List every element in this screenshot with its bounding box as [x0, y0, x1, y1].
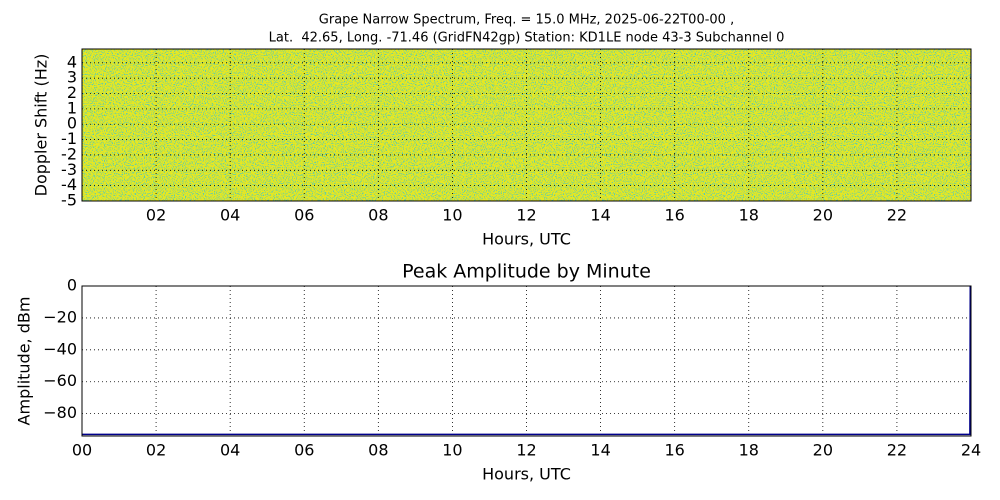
- x-tick-label: 02: [146, 441, 166, 460]
- x-tick-label: 22: [887, 206, 907, 225]
- x-tick-label: 20: [813, 206, 833, 225]
- y-tick-label: −80: [43, 403, 77, 422]
- y-tick-label: 2: [67, 83, 77, 102]
- x-tick-label: 08: [368, 206, 388, 225]
- y-tick-label: -5: [61, 191, 77, 210]
- y-tick-label: −40: [43, 339, 77, 358]
- x-tick-label: 22: [887, 441, 907, 460]
- x-axis-label: Hours, UTC: [482, 230, 571, 249]
- x-tick-label: 06: [294, 441, 314, 460]
- x-tick-label: 20: [813, 441, 833, 460]
- y-tick-label: −60: [43, 371, 77, 390]
- x-tick-label: 24: [961, 441, 981, 460]
- y-tick-label: -3: [61, 160, 77, 179]
- y-axis-label: Doppler Shift (Hz): [32, 54, 51, 197]
- x-tick-label: 18: [739, 441, 759, 460]
- x-tick-label: 10: [442, 206, 462, 225]
- x-tick-label: 14: [590, 441, 610, 460]
- chart-title: Grape Narrow Spectrum, Freq. = 15.0 MHz,…: [319, 13, 734, 28]
- x-tick-label: 14: [590, 206, 610, 225]
- plot-frame: [81, 285, 972, 437]
- y-tick-label: -4: [61, 175, 77, 194]
- x-tick-label: 18: [739, 206, 759, 225]
- x-tick-label: 04: [220, 441, 240, 460]
- y-tick-label: 3: [67, 68, 77, 87]
- y-tick-label: 0: [67, 114, 77, 133]
- x-tick-label: 02: [146, 206, 166, 225]
- line: [82, 285, 972, 436]
- x-tick-label: 16: [664, 206, 684, 225]
- x-tick-label: 00: [72, 441, 92, 460]
- y-tick-label: -2: [61, 144, 77, 163]
- x-tick-label: 12: [516, 206, 536, 225]
- y-tick-label: -1: [61, 129, 77, 148]
- y-tick-label: −20: [43, 307, 77, 326]
- x-tick-label: 04: [220, 206, 240, 225]
- x-axis-label: Hours, UTC: [482, 465, 571, 484]
- x-tick-label: 08: [368, 441, 388, 460]
- y-tick-label: 0: [67, 276, 77, 295]
- chart-title: Lat. 42.65, Long. -71.46 (GridFN42gp) St…: [269, 31, 785, 46]
- y-axis-label: Amplitude, dBm: [15, 297, 34, 426]
- x-tick-label: 10: [442, 441, 462, 460]
- y-tick-label: 1: [67, 98, 77, 117]
- chart-title: Peak Amplitude by Minute: [402, 261, 651, 283]
- x-tick-label: 06: [294, 206, 314, 225]
- y-tick-label: 4: [67, 52, 77, 71]
- x-tick-label: 12: [516, 441, 536, 460]
- x-tick-label: 16: [664, 441, 684, 460]
- plot-frame: [81, 48, 972, 202]
